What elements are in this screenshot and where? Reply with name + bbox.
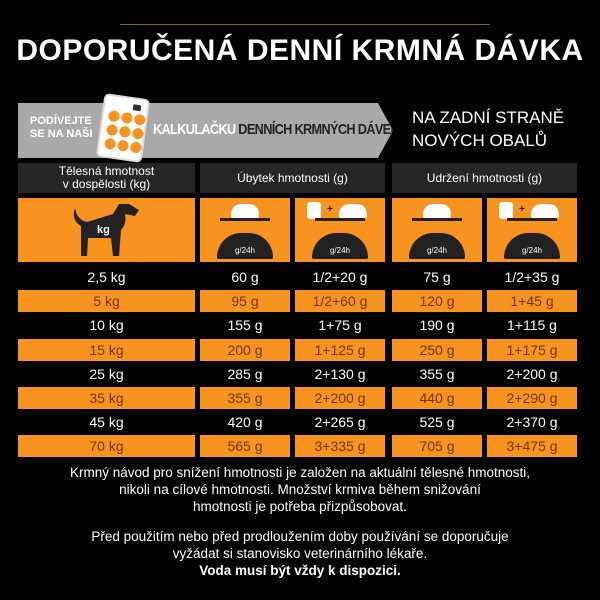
- cell-weight: 5 kg: [18, 290, 195, 313]
- cell-loss-mixed: 2+200 g: [295, 387, 385, 409]
- wet-dry-food-scale-icon: + g/24h: [295, 198, 385, 262]
- header-maintain: Udržení hmotnosti (g): [392, 163, 577, 193]
- cell-loss-dry: 60 g: [231, 269, 259, 285]
- cell-loss-mixed: 2+130 g: [314, 365, 366, 382]
- cell-loss-dry: 200 g: [200, 338, 290, 361]
- calculator-banner: PODÍVEJTE SE NA NAŠI KALKULAČKU DENNÍCH K…: [18, 103, 393, 158]
- banner-side-text: NA ZADNÍ STRANĚ NOVÝCH OBALŮ: [412, 108, 565, 150]
- cell-weight: 25 kg: [89, 365, 124, 382]
- cell-loss-mixed: 3+335 g: [295, 435, 385, 458]
- calculator-icon: [95, 93, 151, 163]
- cell-loss-dry: 95 g: [200, 290, 290, 313]
- cell-maintain-mixed: 1/2+35 g: [504, 269, 560, 285]
- cell-maintain-mixed: 3+475 g: [487, 435, 577, 458]
- cell-maintain-dry: 250 g: [392, 338, 482, 361]
- cell-maintain-dry: 120 g: [392, 290, 482, 313]
- cell-weight: 15 kg: [18, 338, 195, 361]
- banner-intro: PODÍVEJTE SE NA NAŠI: [30, 115, 93, 140]
- header-weight: Tělesná hmotnost v dospělosti (kg): [18, 163, 195, 193]
- banner-calculator-text: KALKULAČKU DENNÍCH KRMNÝCH DÁVEK: [153, 121, 400, 138]
- cell-maintain-dry: 525 g: [419, 414, 455, 431]
- cell-weight: 45 kg: [89, 414, 124, 431]
- cell-loss-mixed: 2+265 g: [314, 414, 366, 431]
- cell-maintain-mixed: 2+200 g: [506, 365, 558, 382]
- dog-icon-cell: kg: [18, 198, 195, 262]
- cell-loss-dry: 420 g: [227, 414, 263, 431]
- cell-maintain-dry: 705 g: [392, 435, 482, 458]
- dog-icon: kg: [73, 204, 139, 256]
- cell-weight: 10 kg: [89, 317, 124, 334]
- cell-loss-mixed: 1+125 g: [295, 338, 385, 361]
- svg-text:kg: kg: [97, 224, 110, 236]
- cell-maintain-mixed: 2+290 g: [487, 387, 577, 409]
- cell-loss-mixed: 1/2+60 g: [295, 290, 385, 313]
- cell-loss-mixed: 1/2+20 g: [312, 269, 368, 285]
- cell-maintain-dry: 355 g: [419, 365, 455, 382]
- wet-dry-food-scale-icon: + g/24h: [487, 198, 577, 262]
- cell-loss-dry: 285 g: [227, 365, 263, 382]
- page-title: DOPORUČENÁ DENNÍ KRMNÁ DÁVKA: [16, 34, 584, 67]
- dry-food-scale-icon: g/24h: [200, 198, 290, 262]
- header-loss: Úbytek hmotnosti (g): [200, 163, 385, 193]
- cell-weight: 2,5 kg: [87, 269, 126, 285]
- cell-weight: 70 kg: [18, 435, 195, 458]
- cell-weight: 35 kg: [18, 387, 195, 409]
- cell-loss-dry: 355 g: [200, 387, 290, 409]
- top-divider: [120, 24, 490, 25]
- dry-food-scale-icon: g/24h: [392, 198, 482, 262]
- note-veterinary: Před použitím nebo před prodloužením dob…: [91, 529, 509, 561]
- cell-loss-dry: 155 g: [227, 317, 263, 334]
- note-weight-loss: Krmný návod pro snížení hmotnosti je zal…: [69, 465, 530, 514]
- cell-maintain-mixed: 2+370 g: [506, 414, 558, 431]
- cell-loss-mixed: 1+75 g: [318, 317, 362, 334]
- cell-maintain-dry: 75 g: [423, 269, 451, 285]
- cell-loss-dry: 565 g: [200, 435, 290, 458]
- cell-maintain-dry: 440 g: [392, 387, 482, 409]
- cell-maintain-mixed: 1+115 g: [507, 317, 557, 334]
- cell-maintain-dry: 190 g: [419, 317, 455, 334]
- note-water: Voda musí být vždy k dispozici.: [199, 563, 401, 578]
- cell-maintain-mixed: 1+175 g: [487, 338, 577, 361]
- cell-maintain-mixed: 1+45 g: [487, 290, 577, 313]
